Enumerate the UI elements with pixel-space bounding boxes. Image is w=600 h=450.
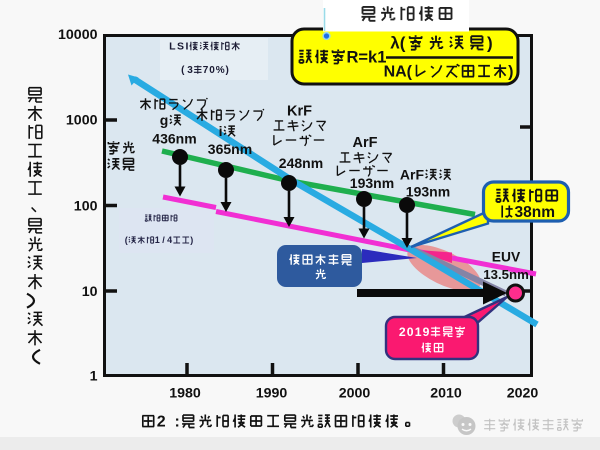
svg-text:1/4: 1/4 [155, 235, 173, 245]
svg-text:): ) [487, 34, 493, 53]
svg-text:λ(: λ( [390, 34, 405, 53]
svg-text:R=k1: R=k1 [347, 48, 387, 66]
svg-text:100: 100 [74, 199, 98, 215]
svg-text:10000: 10000 [58, 27, 98, 43]
svg-text:KrF: KrF [287, 104, 312, 120]
svg-text:(3: (3 [181, 65, 193, 76]
svg-text:38nm: 38nm [515, 204, 556, 221]
svg-text:193nm: 193nm [350, 175, 394, 191]
svg-text:10: 10 [82, 284, 98, 300]
svg-text:i: i [219, 123, 223, 139]
svg-text:g: g [160, 112, 169, 128]
svg-text:LSI: LSI [169, 41, 188, 53]
svg-text:1980: 1980 [169, 386, 201, 402]
svg-text:436nm: 436nm [152, 130, 196, 146]
svg-text:2019: 2019 [399, 325, 430, 339]
svg-text:13.5nm: 13.5nm [483, 267, 529, 282]
svg-text:NA(: NA( [384, 64, 413, 81]
svg-text:ArF: ArF [400, 166, 425, 182]
svg-text:): ) [508, 64, 513, 81]
svg-text:2020: 2020 [507, 386, 539, 402]
svg-text:EUV: EUV [492, 249, 521, 264]
svg-text:248nm: 248nm [279, 155, 323, 171]
svg-text:ArF: ArF [353, 135, 378, 151]
svg-text:2010: 2010 [430, 386, 462, 402]
svg-text:(: ( [125, 235, 128, 245]
svg-text:1: 1 [90, 369, 98, 385]
svg-text:193nm: 193nm [406, 183, 450, 199]
svg-text:70%): 70%) [203, 65, 229, 76]
svg-text:1990: 1990 [256, 386, 288, 402]
svg-text:2000: 2000 [339, 386, 371, 402]
svg-text:1000: 1000 [66, 113, 98, 129]
svg-text:365nm: 365nm [208, 141, 252, 157]
svg-text:): ) [190, 235, 193, 245]
